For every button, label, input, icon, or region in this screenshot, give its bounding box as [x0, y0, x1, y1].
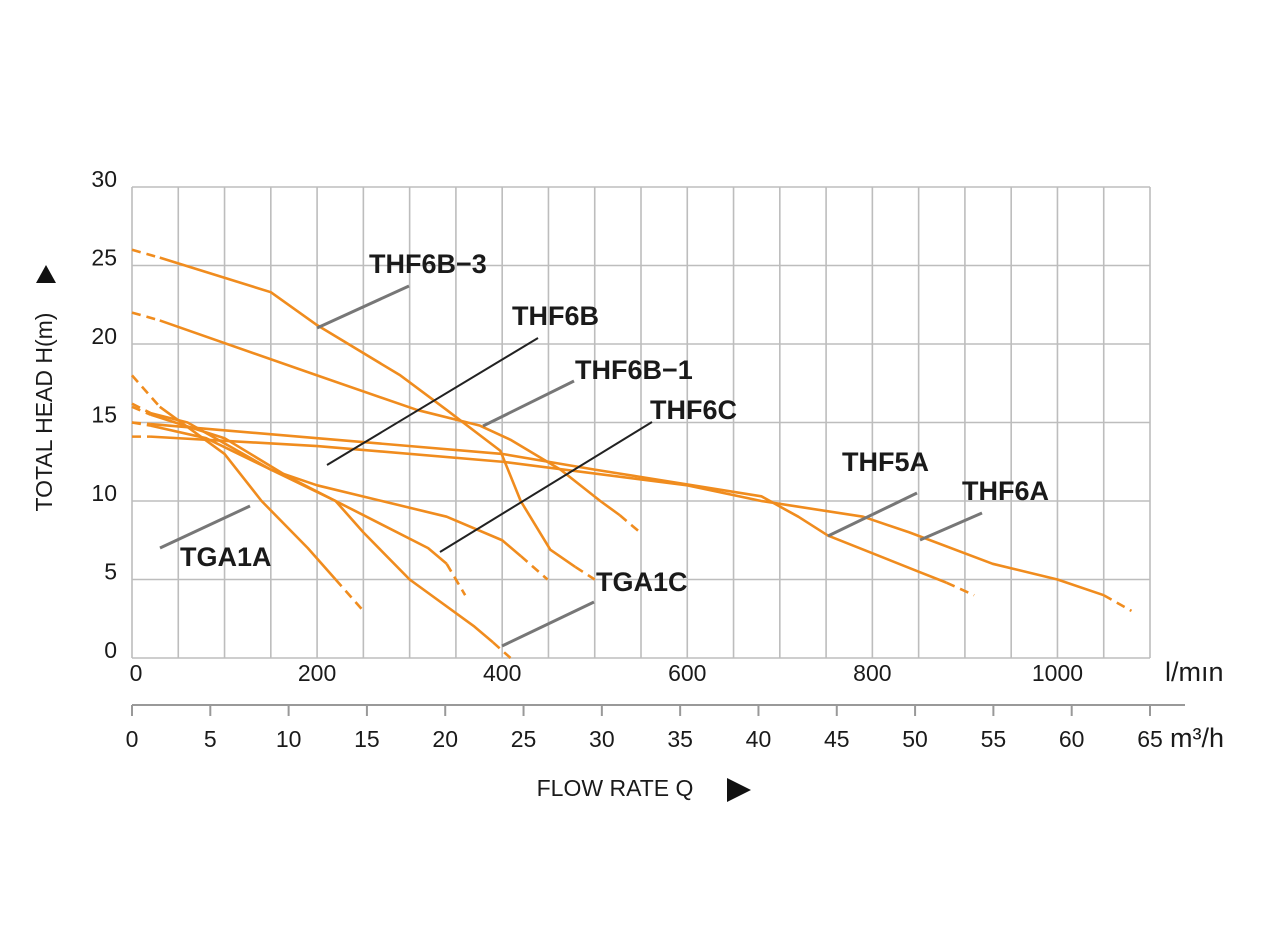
curve-extension [445, 563, 467, 596]
x-tick-label: 600 [668, 660, 706, 686]
curve-extension [131, 374, 161, 408]
series-label: THF5A [842, 447, 929, 477]
y-tick-label: 15 [91, 402, 117, 428]
leader-line [439, 421, 653, 553]
x2-tick-label: 15 [354, 726, 380, 752]
y-arrow [36, 265, 56, 283]
series-label: THF6B [512, 301, 599, 331]
curve-extension [334, 578, 365, 612]
curve [159, 256, 577, 569]
leader-line [482, 379, 575, 428]
x-tick-label: 400 [483, 660, 521, 686]
series-label: THF6A [962, 476, 1049, 506]
leader-line [827, 491, 918, 538]
y-tick-label: 30 [91, 166, 117, 192]
x-tick-label: 0 [130, 660, 143, 686]
y-tick-label: 0 [104, 637, 117, 663]
curve-extension [618, 514, 641, 534]
y-tick-label: 20 [91, 323, 117, 349]
curve [150, 424, 494, 644]
y-tick-label: 10 [91, 480, 117, 506]
curve-extension [131, 402, 152, 415]
series-label: TGA1A [180, 542, 272, 572]
curve [150, 411, 522, 557]
x-axis-label: FLOW RATE Q [537, 775, 694, 801]
curve-extension [492, 641, 512, 659]
curve-extension [1103, 594, 1133, 613]
series-label: THF6C [650, 395, 737, 425]
curve-extension [131, 248, 161, 259]
x2-tick-label: 30 [589, 726, 615, 752]
x2-tick-label: 40 [746, 726, 772, 752]
x2-tick-label: 55 [981, 726, 1007, 752]
x2-tick-label: 10 [276, 726, 302, 752]
leader-line [159, 504, 251, 550]
curve [150, 422, 947, 584]
x2-tick-label: 45 [824, 726, 850, 752]
curve-extension [519, 554, 549, 581]
x-tick-label: 800 [853, 660, 891, 686]
x2-tick-label: 0 [126, 726, 139, 752]
y-tick-label: 5 [104, 559, 117, 585]
series-label: THF6B−1 [575, 355, 693, 385]
x2-tick-label: 50 [902, 726, 928, 752]
curve [159, 319, 621, 517]
series-label: TGA1C [596, 567, 688, 597]
x2-unit: m³/h [1170, 723, 1224, 753]
x-unit: l/mın [1165, 657, 1224, 687]
curve-extension [131, 421, 151, 427]
curve-extension [131, 405, 152, 416]
leader-line [919, 511, 983, 542]
leader-line [501, 600, 595, 648]
y-axis-label: TOTAL HEAD H(m) [31, 313, 57, 512]
leader-line [326, 337, 539, 466]
x2-tick-label: 35 [667, 726, 693, 752]
x2-tick-label: 5 [204, 726, 217, 752]
x2-tick-label: 60 [1059, 726, 1085, 752]
x-tick-label: 1000 [1032, 660, 1083, 686]
series-label: THF6B−3 [369, 249, 487, 279]
y-tick-label: 25 [91, 245, 117, 271]
curve-extension [574, 565, 596, 581]
x2-tick-label: 65 [1137, 726, 1163, 752]
x2-tick-label: 25 [511, 726, 537, 752]
x-arrow [727, 778, 751, 802]
curve-extension [131, 311, 161, 322]
x2-tick-label: 20 [432, 726, 458, 752]
curve [150, 435, 1105, 597]
x-tick-label: 200 [298, 660, 336, 686]
curve-extension [945, 581, 975, 597]
leader-line [316, 284, 410, 330]
